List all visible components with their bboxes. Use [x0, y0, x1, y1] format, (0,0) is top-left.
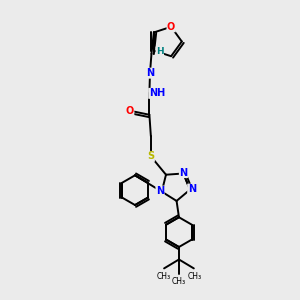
Text: O: O	[126, 106, 134, 116]
Text: CH₃: CH₃	[156, 272, 170, 281]
Text: O: O	[167, 22, 175, 32]
Text: N: N	[188, 184, 196, 194]
Text: N: N	[179, 168, 188, 178]
Text: S: S	[147, 152, 155, 161]
Text: N: N	[146, 68, 154, 78]
Text: H: H	[156, 47, 164, 56]
Text: NH: NH	[149, 88, 165, 98]
Text: N: N	[156, 186, 164, 196]
Text: CH₃: CH₃	[172, 277, 186, 286]
Text: CH₃: CH₃	[188, 272, 202, 281]
